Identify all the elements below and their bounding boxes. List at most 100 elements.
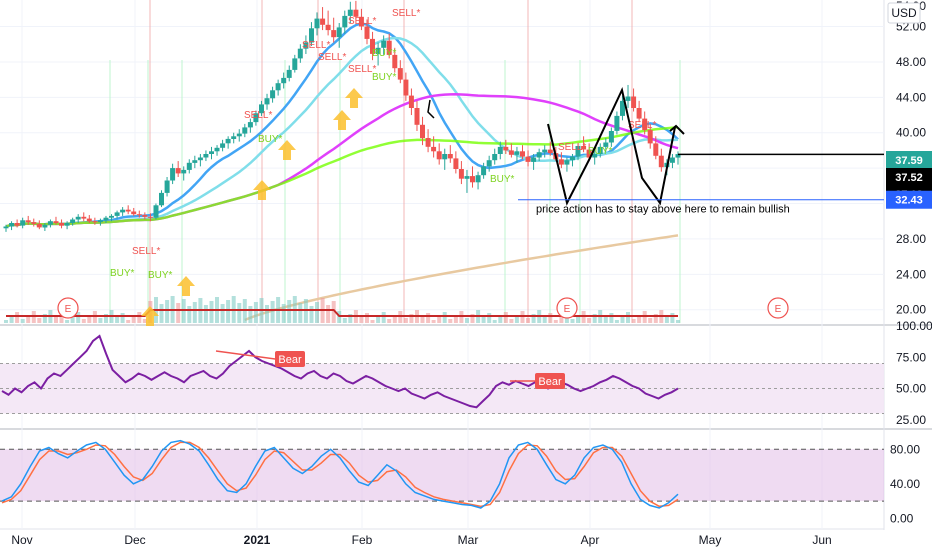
earnings-marker[interactable]: E: [767, 297, 789, 319]
buy-arrow-icon: [141, 306, 159, 326]
volume-bar: [220, 304, 225, 323]
candle-body: [486, 160, 492, 167]
volume-bar: [431, 320, 436, 323]
sell-signal-label: SELL*: [302, 40, 330, 51]
sell-signal-label: SELL*: [348, 64, 376, 75]
volume-bar: [609, 313, 614, 323]
earnings-label: E: [564, 304, 571, 315]
candle-body: [636, 108, 642, 119]
candle-body: [403, 79, 409, 96]
price-tag-bg: [886, 190, 932, 209]
candle-body: [75, 216, 81, 220]
candle-body: [109, 215, 114, 218]
candle-body: [325, 24, 331, 31]
volume-bar: [187, 306, 192, 323]
candle-body: [336, 27, 342, 38]
buy-arrow-icon: [333, 110, 351, 130]
candle-body: [592, 154, 598, 158]
earnings-circle: [767, 297, 789, 319]
price-tag-text: 37.59: [895, 155, 923, 167]
candle-body: [520, 151, 525, 157]
sell-signal-label: SELL*: [318, 52, 346, 63]
candle-body: [159, 192, 164, 206]
sell-signal-label: SELL*: [244, 110, 272, 121]
candle-body: [503, 146, 509, 151]
volume-bar: [631, 319, 636, 323]
candle-body: [14, 223, 20, 226]
price-tag-text: 32.43: [895, 195, 923, 207]
volume-bar: [559, 316, 564, 323]
buy-arrow-icon: [345, 88, 363, 108]
axes: 20.0024.0028.0032.0036.0040.0044.0048.00…: [11, 0, 932, 547]
volume-bar: [437, 316, 442, 323]
volume-bar: [514, 315, 519, 323]
volume-bar: [465, 318, 469, 323]
candle-body: [531, 157, 537, 162]
candle-body: [642, 118, 648, 131]
candle-body: [581, 146, 587, 150]
volume-bar: [126, 320, 131, 323]
volume-bar: [59, 313, 64, 323]
volume-bar: [448, 319, 453, 323]
volume-bar: [664, 317, 669, 323]
volume-bar: [65, 320, 70, 323]
candle-body: [64, 223, 70, 226]
bear-badge-bg: [275, 351, 305, 367]
bear-badge-text: Bear: [278, 354, 302, 366]
volume-bar: [392, 315, 397, 323]
bear-badge: Bear: [275, 351, 305, 367]
candle-body: [297, 48, 303, 59]
candle-body: [375, 47, 381, 54]
volume-bar: [470, 314, 475, 323]
volume-bar: [492, 320, 497, 323]
volume-bar: [142, 319, 147, 323]
candle-body: [259, 104, 264, 114]
volume-bar: [531, 314, 536, 323]
candle-body: [9, 223, 15, 227]
candle-body: [570, 156, 575, 161]
candle-body: [597, 146, 603, 154]
volume-bar: [120, 313, 125, 323]
currency-label[interactable]: USD: [887, 2, 921, 24]
candle-body: [309, 28, 314, 43]
candle-body: [414, 108, 420, 125]
price-panel[interactable]: SELL*SELL*SELL*SELL*SELL*SELL*SELL*SELL*…: [3, 0, 885, 326]
volume-bar: [603, 317, 608, 323]
volume-bar: [370, 320, 375, 323]
candle-body: [586, 149, 592, 158]
volume-bar: [192, 302, 197, 323]
candle-body: [120, 209, 126, 213]
candle-body: [292, 58, 298, 70]
volume-bar: [265, 305, 269, 323]
candle-body: [103, 217, 109, 221]
volume-bar: [420, 317, 425, 323]
candle-body: [408, 95, 414, 108]
volume-bar: [104, 314, 108, 323]
candle-body: [281, 77, 287, 84]
candle-body: [247, 122, 253, 128]
w-pattern-arrow-icon: [669, 124, 685, 135]
bear-badge-bg: [535, 373, 565, 389]
volume-bar: [403, 318, 408, 323]
buy-signal-label: BUY*: [148, 270, 173, 281]
price-tick-label: 40.00: [896, 126, 926, 140]
candle-body: [631, 96, 637, 108]
stoch-tick-label: 80.00: [890, 442, 920, 456]
stochastic-panel[interactable]: [0, 439, 884, 509]
sell-signal-label: SELL*: [628, 120, 656, 131]
earnings-marker[interactable]: E: [57, 297, 79, 319]
candle-body: [492, 154, 498, 161]
candle-body: [147, 216, 153, 218]
candle-body: [181, 169, 187, 174]
candle-body: [608, 131, 614, 143]
rsi-panel[interactable]: Bear Bear: [0, 334, 884, 414]
rsi-tick-label: 50.00: [896, 382, 926, 396]
candle-body: [370, 38, 375, 54]
volume-bar: [342, 318, 347, 323]
earnings-marker[interactable]: E: [556, 297, 578, 319]
volume-bar: [526, 318, 530, 323]
volume-bar: [131, 316, 136, 323]
volume-bar: [9, 316, 14, 323]
volume-bar: [87, 315, 92, 323]
